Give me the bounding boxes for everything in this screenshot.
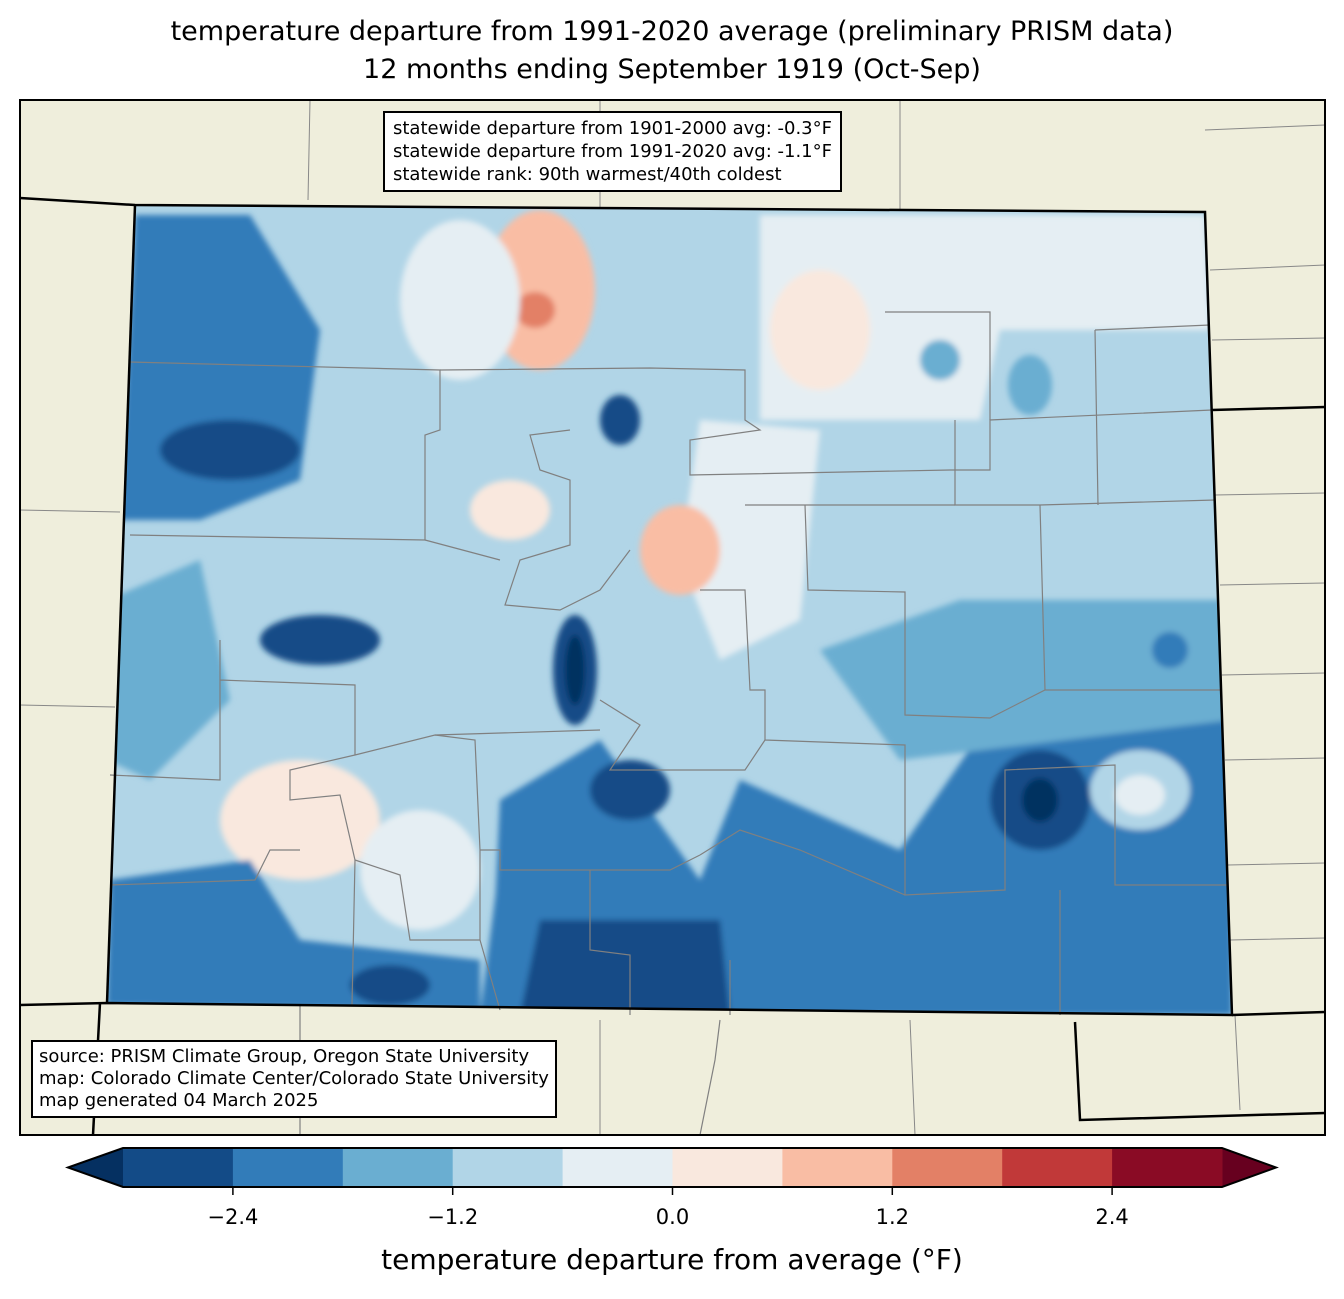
stat-1901-2000: statewide departure from 1901-2000 avg: … xyxy=(393,118,832,139)
colorbar-bin xyxy=(123,1148,234,1187)
colorbar-bin xyxy=(1112,1148,1223,1187)
colorbar-outline xyxy=(65,1147,1279,1188)
colorbar-tick-label: −2.4 xyxy=(207,1205,259,1229)
stat-1991-2020: statewide departure from 1991-2020 avg: … xyxy=(393,141,832,162)
map-title-line2: 12 months ending September 1919 (Oct-Sep… xyxy=(363,54,981,85)
colorbar xyxy=(65,1147,1279,1195)
colorbar-bin xyxy=(342,1148,454,1187)
colorbar-bin xyxy=(452,1148,564,1187)
colorbar-label: temperature departure from average (°F) xyxy=(381,1243,963,1276)
source-box: source: PRISM Climate Group, Oregon Stat… xyxy=(31,1040,557,1118)
colorbar-tick-label: 1.2 xyxy=(875,1205,909,1229)
source-line: source: PRISM Climate Group, Oregon Stat… xyxy=(39,1046,530,1067)
colorbar-bin xyxy=(1002,1148,1113,1187)
map-frame xyxy=(19,99,1326,1136)
colorbar-tick-label: 2.4 xyxy=(1095,1205,1129,1229)
state-borders xyxy=(19,196,1326,1136)
stat-rank: statewide rank: 90th warmest/40th coldes… xyxy=(393,164,782,185)
colorbar-tick-label: −1.2 xyxy=(427,1205,479,1229)
colorbar-under-arrow xyxy=(68,1148,123,1187)
colorbar-bin xyxy=(232,1148,344,1187)
colorbar-bin xyxy=(782,1148,893,1187)
temperature-field xyxy=(107,205,1232,1015)
colorbar-bin xyxy=(562,1148,673,1187)
colorbar-over-arrow xyxy=(1222,1148,1276,1187)
map-credit-line: map: Colorado Climate Center/Colorado St… xyxy=(39,1068,549,1089)
colorbar-bin xyxy=(672,1148,783,1187)
generated-date-line: map generated 04 March 2025 xyxy=(39,1090,319,1111)
map-title-line1: temperature departure from 1991-2020 ave… xyxy=(170,16,1174,47)
statewide-stats-box: statewide departure from 1901-2000 avg: … xyxy=(383,111,842,192)
colorbar-bin xyxy=(892,1148,1003,1187)
colorbar-tick-label: 0.0 xyxy=(655,1205,690,1229)
